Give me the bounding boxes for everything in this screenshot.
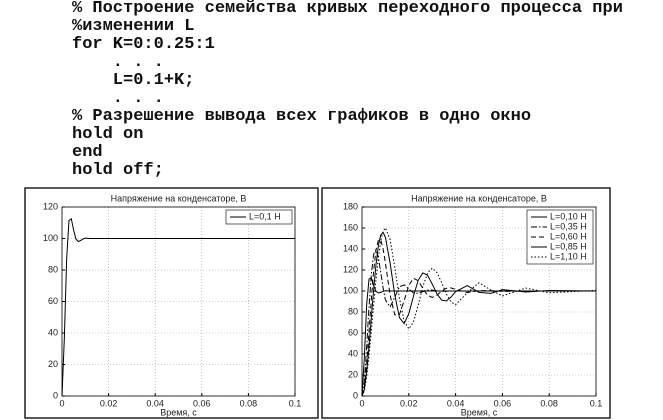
x-tick-label: 0.1	[289, 398, 302, 408]
x-axis-label: Время, с	[461, 407, 498, 417]
series-line	[361, 231, 597, 397]
legend-label: L=0,10 H	[550, 211, 587, 221]
x-tick-label: 0	[359, 398, 364, 408]
y-tick-label: 20	[348, 369, 358, 379]
y-tick-label: 100	[343, 285, 358, 295]
y-tick-label: 120	[43, 201, 58, 211]
y-tick-label: 20	[48, 359, 58, 369]
code-line: end	[72, 143, 103, 162]
legend-label: L=0,85 H	[550, 241, 587, 251]
code-line: . . .	[72, 89, 164, 108]
y-tick-label: 60	[48, 296, 58, 306]
y-tick-label: 140	[343, 243, 358, 253]
series-line	[361, 239, 596, 397]
series-line	[361, 248, 596, 397]
legend-box	[526, 209, 594, 265]
y-tick-label: 180	[343, 201, 358, 211]
code-line: % Разрешение вывода всех графиков в одно…	[72, 107, 532, 126]
legend-label: L=0,1 H	[249, 211, 281, 221]
series-line	[61, 217, 295, 397]
y-tick-label: 40	[348, 348, 358, 358]
chart-title: Напряжение на конденсаторе, В	[111, 193, 247, 203]
x-axis-label: Время, с	[160, 407, 197, 417]
legend-label: L=0,35 H	[550, 221, 587, 231]
x-tick-label: 0.08	[240, 398, 258, 408]
x-tick-label: 0.04	[146, 398, 164, 408]
code-line: % Построение семейства кривых переходног…	[72, 0, 623, 18]
x-tick-label: 0.06	[193, 398, 211, 408]
x-tick-label: 0.06	[494, 398, 512, 408]
x-tick-label: 0.1	[590, 398, 603, 408]
x-tick-label: 0.04	[447, 398, 465, 408]
y-tick-label: 80	[348, 306, 358, 316]
code-line: L=0.1+K;	[72, 71, 195, 90]
y-tick-label: 100	[43, 233, 58, 243]
x-tick-label: 0.08	[540, 398, 558, 408]
y-tick-label: 0	[53, 390, 58, 400]
y-tick-label: 60	[348, 327, 358, 337]
x-tick-label: 0	[59, 398, 64, 408]
chart-title: Напряжение на конденсаторе, В	[411, 193, 547, 203]
code-line: for K=0:0.25:1	[72, 35, 215, 54]
y-tick-label: 40	[48, 327, 58, 337]
code-line: hold off;	[72, 161, 164, 180]
legend-box	[225, 209, 293, 225]
y-tick-label: 0	[353, 390, 358, 400]
code-line: hold on	[72, 125, 144, 144]
code-line: %изменении L	[72, 17, 195, 36]
x-tick-label: 0.02	[400, 398, 418, 408]
y-tick-label: 120	[343, 264, 358, 274]
axes-box	[361, 206, 597, 397]
code-line: . . .	[72, 53, 164, 72]
x-tick-label: 0.02	[100, 398, 118, 408]
axes-box	[61, 206, 296, 397]
legend-label: L=0,60 H	[550, 231, 587, 241]
y-tick-label: 80	[48, 264, 58, 274]
y-tick-label: 160	[343, 222, 358, 232]
code-listing: % Построение семейства кривых переходног…	[72, 0, 623, 180]
legend-label: L=1,10 H	[550, 251, 587, 261]
